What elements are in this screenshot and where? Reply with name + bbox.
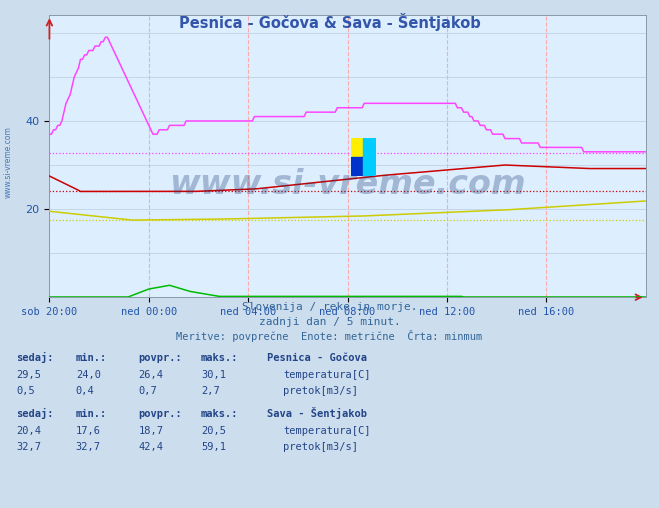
Text: min.:: min.:	[76, 353, 107, 363]
Text: Meritve: povprečne  Enote: metrične  Črta: minmum: Meritve: povprečne Enote: metrične Črta:…	[177, 330, 482, 342]
Text: zadnji dan / 5 minut.: zadnji dan / 5 minut.	[258, 317, 401, 327]
Text: 29,5: 29,5	[16, 370, 42, 380]
Text: temperatura[C]: temperatura[C]	[283, 370, 371, 380]
Text: 59,1: 59,1	[201, 441, 226, 452]
Text: maks.:: maks.:	[201, 353, 239, 363]
Text: povpr.:: povpr.:	[138, 408, 182, 419]
Text: 0,4: 0,4	[76, 386, 94, 396]
Text: 18,7: 18,7	[138, 426, 163, 436]
Bar	[351, 157, 363, 176]
Text: maks.:: maks.:	[201, 408, 239, 419]
Text: temperatura[C]: temperatura[C]	[283, 426, 371, 436]
Text: 0,5: 0,5	[16, 386, 35, 396]
Text: sedaj:: sedaj:	[16, 407, 54, 419]
Text: www.si-vreme.com: www.si-vreme.com	[169, 168, 526, 201]
Text: Sava - Šentjakob: Sava - Šentjakob	[267, 406, 367, 419]
Text: 20,5: 20,5	[201, 426, 226, 436]
Text: min.:: min.:	[76, 408, 107, 419]
Bar	[363, 138, 376, 157]
Text: 26,4: 26,4	[138, 370, 163, 380]
Text: 17,6: 17,6	[76, 426, 101, 436]
Bar	[351, 138, 363, 157]
Text: Pesnica - Gočova & Sava - Šentjakob: Pesnica - Gočova & Sava - Šentjakob	[179, 13, 480, 30]
Bar	[363, 157, 376, 176]
Text: sedaj:: sedaj:	[16, 352, 54, 363]
Text: Slovenija / reke in morje.: Slovenija / reke in morje.	[242, 302, 417, 312]
Text: 32,7: 32,7	[16, 441, 42, 452]
Text: 20,4: 20,4	[16, 426, 42, 436]
Text: 42,4: 42,4	[138, 441, 163, 452]
Text: 2,7: 2,7	[201, 386, 219, 396]
Text: 30,1: 30,1	[201, 370, 226, 380]
Text: povpr.:: povpr.:	[138, 353, 182, 363]
Text: 24,0: 24,0	[76, 370, 101, 380]
Text: www.si-vreme.com: www.si-vreme.com	[3, 126, 13, 199]
Text: 0,7: 0,7	[138, 386, 157, 396]
Text: 32,7: 32,7	[76, 441, 101, 452]
Text: Pesnica - Gočova: Pesnica - Gočova	[267, 353, 367, 363]
Text: pretok[m3/s]: pretok[m3/s]	[283, 386, 358, 396]
Text: pretok[m3/s]: pretok[m3/s]	[283, 441, 358, 452]
